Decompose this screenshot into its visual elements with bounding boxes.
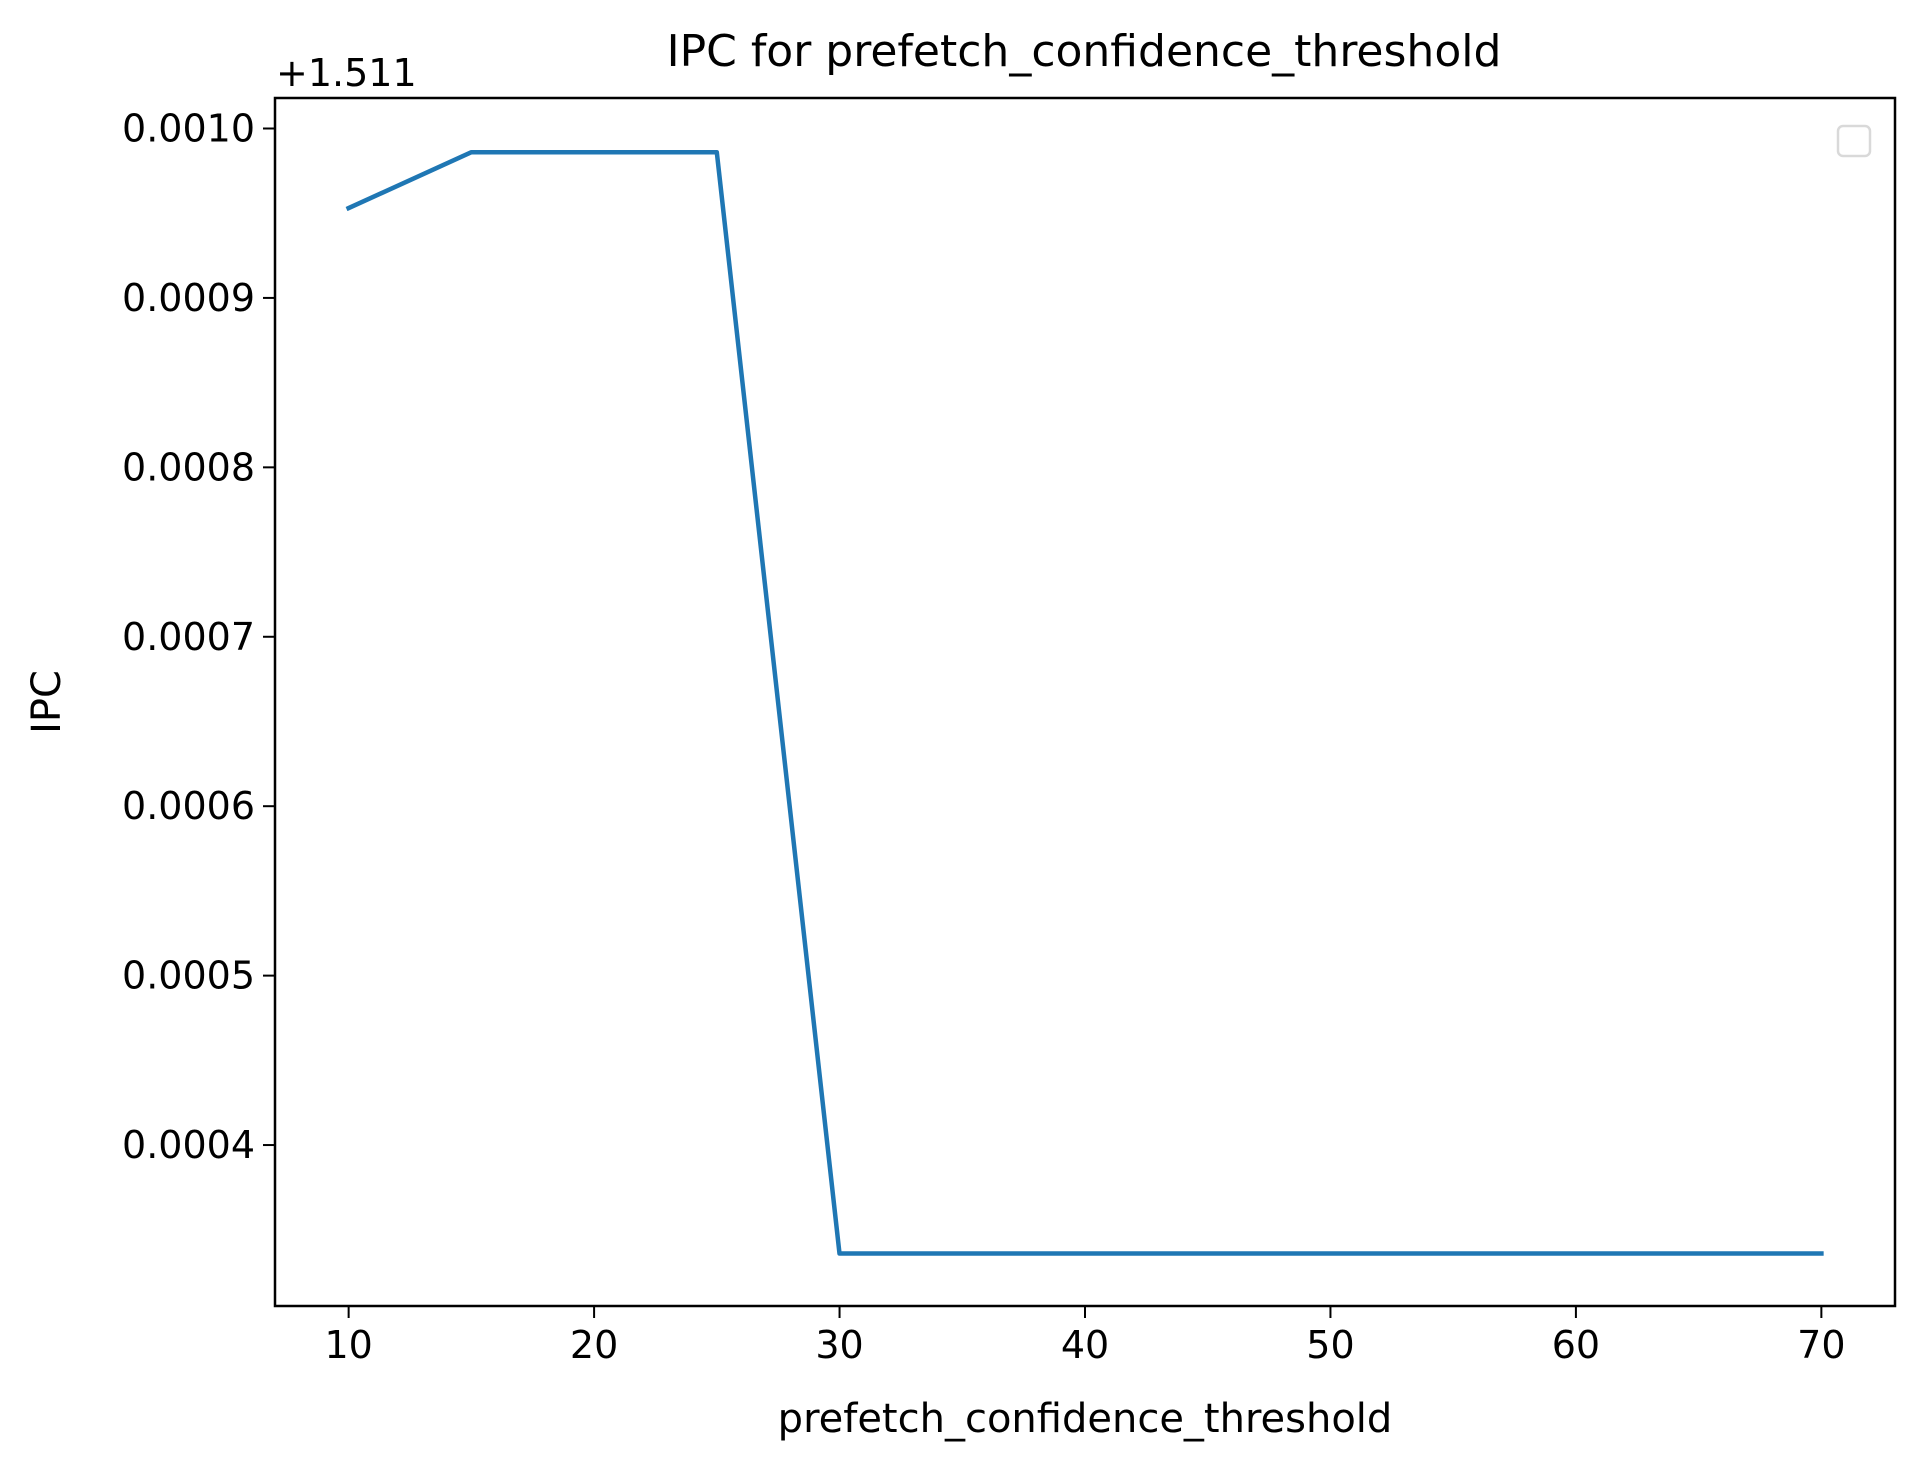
x-tick-label: 30: [815, 1323, 863, 1367]
x-axis-label: prefetch_confidence_threshold: [778, 1396, 1393, 1442]
chart-title: IPC for prefetch_confidence_threshold: [667, 26, 1502, 77]
series-line: [345, 149, 1824, 1256]
y-tick-label: 0.0005: [122, 954, 255, 998]
y-tick-label: 0.0004: [122, 1123, 255, 1167]
axes-frame: [273, 96, 1897, 1308]
x-tick-label: 50: [1306, 1323, 1354, 1367]
y-tick-label: 0.0008: [122, 445, 255, 489]
y-tick-label: 0.0009: [122, 276, 255, 320]
x-tick-label: 70: [1797, 1323, 1845, 1367]
y-tick-label: 0.0007: [122, 615, 255, 659]
y-axis-label: IPC: [24, 670, 70, 734]
plot-area: [345, 149, 1824, 1256]
y-axis: 0.0004 0.0005 0.0006 0.0007 0.0008 0.0009 0.00…: [122, 106, 275, 1167]
y-tick-label: 0.0006: [122, 784, 255, 828]
y-tick-label: 0.0010: [122, 106, 255, 150]
x-tick-label: 20: [570, 1323, 618, 1367]
legend-box: [1836, 124, 1872, 158]
x-axis: 10 20 30 40 50 60 70: [324, 1306, 1846, 1367]
x-tick-label: 40: [1061, 1323, 1109, 1367]
y-offset-label: +1.511: [276, 51, 417, 95]
x-tick-label: 10: [324, 1323, 372, 1367]
x-tick-label: 60: [1552, 1323, 1600, 1367]
